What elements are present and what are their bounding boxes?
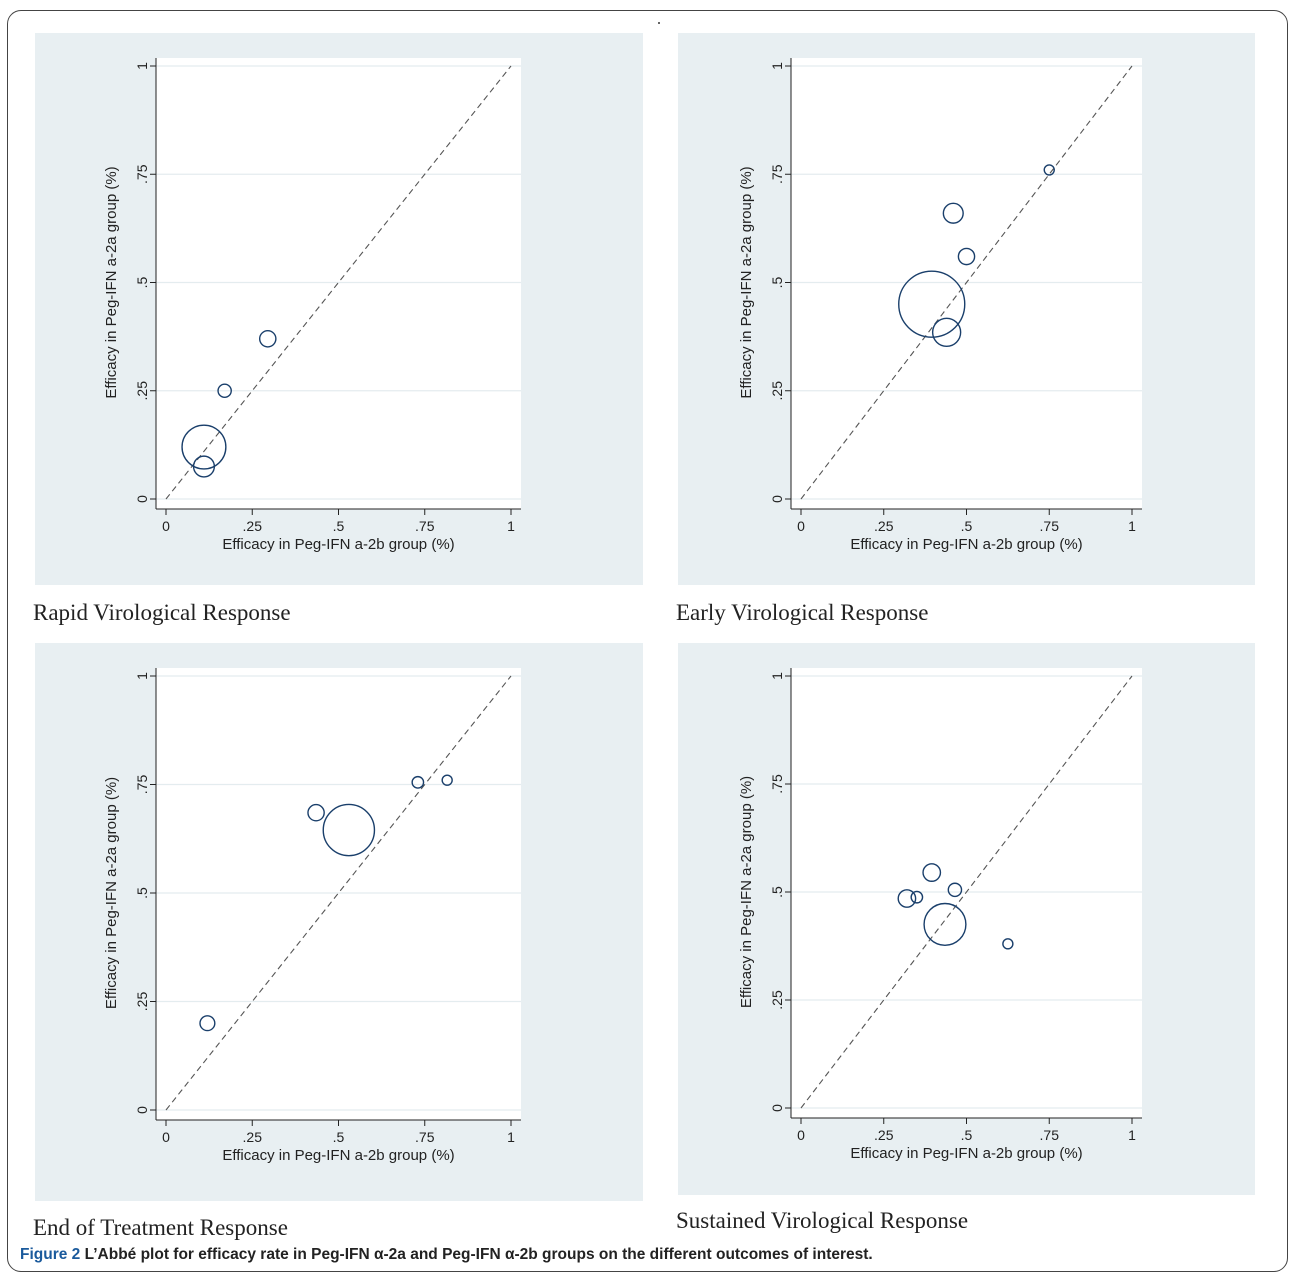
data-point xyxy=(947,882,963,898)
x-tick-label: .25 xyxy=(874,518,894,534)
data-point xyxy=(1043,164,1055,176)
x-tick-label: 1 xyxy=(507,518,515,534)
chart-panel-rvr: 0 0 .25 .25 .5 .5 .75 .75 1 1 Efficacy in Peg-IFN … xyxy=(35,33,643,585)
data-point xyxy=(199,1015,216,1032)
x-tick-label: .25 xyxy=(243,1129,263,1145)
y-tick-label: .75 xyxy=(769,164,785,184)
y-tick-label: 1 xyxy=(134,672,150,680)
panel-caption-svr: Sustained Virological Response xyxy=(676,1208,969,1233)
x-axis-title: Efficacy in Peg-IFN a-2b group (%) xyxy=(850,1145,1082,1162)
reference-line xyxy=(165,65,512,500)
scatter-chart-etr: 0 0 .25 .25 .5 .5 .75 .75 1 1 Efficacy in Peg-IFN … xyxy=(103,668,521,1164)
scatter-chart-evr: 0 0 .25 .25 .5 .5 .75 .75 1 1 Efficacy in Peg-IFN … xyxy=(738,58,1142,553)
x-tick-label: 0 xyxy=(797,1127,805,1143)
chart-panel-evr: 0 0 .25 .25 .5 .5 .75 .75 1 1 Efficacy in Peg-IFN … xyxy=(678,33,1255,585)
y-tick-label: 0 xyxy=(134,495,150,503)
y-tick-label: .5 xyxy=(134,276,150,288)
data-point xyxy=(181,424,227,470)
y-tick-label: .25 xyxy=(769,381,785,401)
data-point xyxy=(897,889,917,908)
y-tick-label: .25 xyxy=(134,992,150,1012)
x-tick-label: .75 xyxy=(415,518,435,534)
stray-dot xyxy=(658,22,660,24)
y-tick-label: .5 xyxy=(134,887,150,899)
y-tick-label: .5 xyxy=(769,276,785,288)
y-tick-label: 0 xyxy=(769,1104,785,1112)
figure-label: Figure 2 xyxy=(20,1246,81,1263)
scatter-chart-rvr: 0 0 .25 .25 .5 .5 .75 .75 1 1 Efficacy in Peg-IFN … xyxy=(103,58,521,553)
data-point xyxy=(923,902,967,946)
y-axis-title: Efficacy in Peg-IFN a-2a group (%) xyxy=(738,166,755,398)
panel-caption-etr: End of Treatment Response xyxy=(33,1215,288,1240)
x-tick-label: .5 xyxy=(961,518,973,534)
x-tick-label: 0 xyxy=(162,1129,170,1145)
x-tick-label: 1 xyxy=(1128,518,1136,534)
data-point xyxy=(307,803,325,822)
y-axis-title: Efficacy in Peg-IFN a-2a group (%) xyxy=(103,166,120,398)
x-tick-label: .75 xyxy=(1040,518,1060,534)
chart-panel-svr: 0 0 .25 .25 .5 .5 .75 .75 1 1 Efficacy in Peg-IFN … xyxy=(678,643,1255,1195)
data-point xyxy=(931,317,962,347)
data-point xyxy=(942,202,964,224)
y-tick-label: 0 xyxy=(134,1106,150,1114)
data-point xyxy=(922,863,942,882)
y-tick-label: .75 xyxy=(769,774,785,794)
data-point xyxy=(322,803,376,857)
y-tick-label: .25 xyxy=(769,990,785,1010)
x-tick-label: .25 xyxy=(874,1127,894,1143)
x-tick-label: .75 xyxy=(1040,1127,1060,1143)
x-tick-label: .75 xyxy=(415,1129,435,1145)
data-point xyxy=(1002,938,1014,950)
y-axis-title: Efficacy in Peg-IFN a-2a group (%) xyxy=(738,776,755,1008)
data-point xyxy=(441,774,453,786)
data-point xyxy=(898,270,966,338)
x-tick-label: .5 xyxy=(333,518,345,534)
x-tick-label: 0 xyxy=(797,518,805,534)
y-tick-label: .75 xyxy=(134,164,150,184)
y-tick-label: .5 xyxy=(769,886,785,898)
data-point xyxy=(411,775,425,789)
reference-line xyxy=(800,675,1133,1109)
x-tick-label: .5 xyxy=(961,1127,973,1143)
x-axis-title: Efficacy in Peg-IFN a-2b group (%) xyxy=(222,1147,454,1164)
figure-caption: Figure 2 L’Abbé plot for efficacy rate i… xyxy=(20,1246,873,1264)
x-axis-title: Efficacy in Peg-IFN a-2b group (%) xyxy=(222,536,454,553)
y-tick-label: 1 xyxy=(134,62,150,70)
x-axis-title: Efficacy in Peg-IFN a-2b group (%) xyxy=(850,536,1082,553)
reference-line xyxy=(800,65,1133,500)
x-tick-label: 1 xyxy=(507,1129,515,1145)
data-point xyxy=(258,329,277,348)
data-point xyxy=(957,247,976,266)
y-tick-label: 1 xyxy=(769,62,785,70)
y-tick-label: 1 xyxy=(769,672,785,680)
data-point xyxy=(910,890,924,904)
data-point xyxy=(217,383,232,399)
x-tick-label: 0 xyxy=(162,518,170,534)
y-tick-label: 0 xyxy=(769,495,785,503)
y-axis-title: Efficacy in Peg-IFN a-2a group (%) xyxy=(103,777,120,1009)
data-point xyxy=(192,455,216,478)
x-tick-label: .5 xyxy=(333,1129,345,1145)
plot-area xyxy=(156,58,521,509)
plot-area xyxy=(791,668,1142,1118)
chart-panel-etr: 0 0 .25 .25 .5 .5 .75 .75 1 1 Efficacy in Peg-IFN … xyxy=(35,643,643,1201)
scatter-chart-svr: 0 0 .25 .25 .5 .5 .75 .75 1 1 Efficacy in Peg-IFN … xyxy=(738,668,1142,1162)
plot-area xyxy=(156,668,521,1120)
plot-area xyxy=(791,58,1142,509)
reference-line xyxy=(165,675,512,1111)
x-tick-label: 1 xyxy=(1128,1127,1136,1143)
x-tick-label: .25 xyxy=(243,518,263,534)
panel-caption-evr: Early Virological Response xyxy=(676,600,929,625)
y-tick-label: .25 xyxy=(134,381,150,401)
panel-caption-rvr: Rapid Virological Response xyxy=(33,600,291,625)
figure-caption-text: L’Abbé plot for efficacy rate in Peg-IFN… xyxy=(84,1246,873,1263)
y-tick-label: .75 xyxy=(134,775,150,795)
